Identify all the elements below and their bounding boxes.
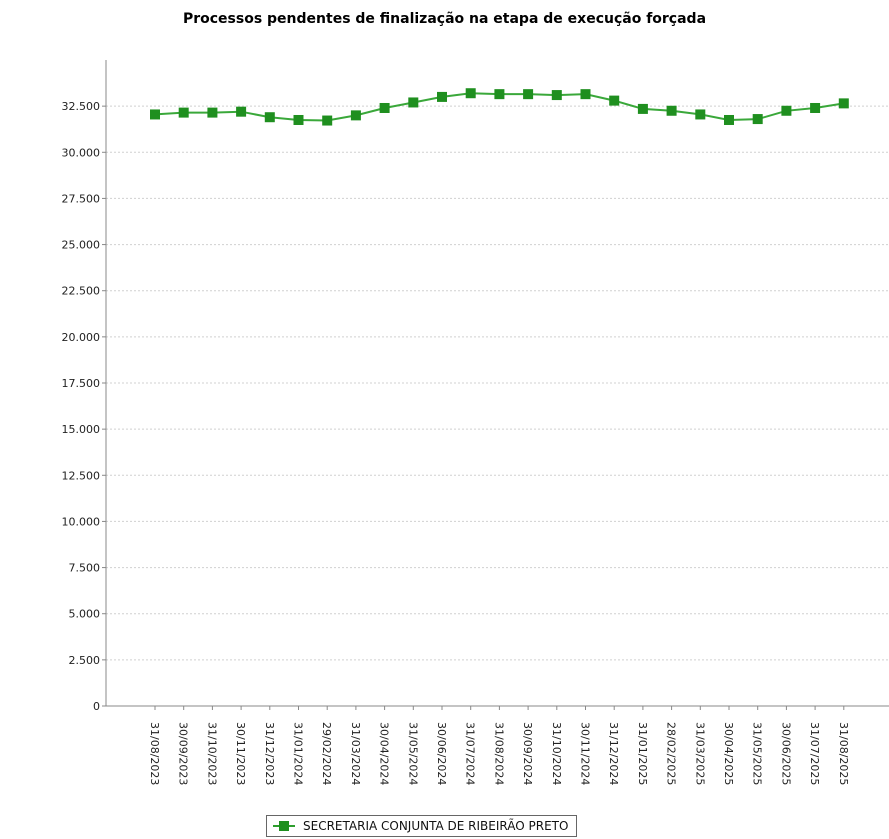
x-tick-label: 31/10/2024	[550, 722, 563, 785]
x-axis-ticks: 31/08/2023 30/09/2023 31/10/2023 30/11/2023…	[148, 706, 850, 785]
series	[150, 88, 849, 126]
data-point-marker	[178, 107, 189, 118]
data-point-marker	[810, 102, 821, 113]
y-tick-label: 25.000	[62, 239, 101, 252]
x-tick-label: 30/09/2024	[521, 722, 534, 785]
x-tick-label: 30/06/2025	[779, 722, 792, 785]
y-tick-label: 22.500	[62, 285, 101, 298]
y-tick-label: 12.500	[62, 469, 101, 482]
y-tick-label: 30.000	[62, 146, 101, 159]
x-tick-label: 29/02/2024	[320, 722, 333, 785]
x-tick-label: 31/03/2024	[349, 722, 362, 785]
data-point-marker	[408, 97, 419, 108]
x-tick-label: 30/11/2024	[579, 722, 592, 785]
data-point-marker	[494, 89, 505, 100]
y-tick-label: 10.000	[62, 515, 101, 528]
x-tick-label: 30/04/2024	[378, 722, 391, 785]
x-tick-label: 31/08/2025	[837, 722, 850, 785]
data-point-marker	[724, 114, 734, 125]
data-point-marker	[465, 88, 476, 99]
data-point-marker	[350, 110, 361, 121]
data-point-marker	[322, 115, 333, 126]
data-point-marker	[695, 109, 706, 120]
data-point-marker	[236, 106, 247, 117]
x-tick-label: 31/03/2025	[693, 722, 706, 785]
y-tick-label: 2.500	[69, 654, 101, 667]
x-tick-label: 30/11/2023	[234, 722, 247, 785]
y-tick-label: 15.000	[62, 423, 101, 436]
x-tick-label: 30/09/2023	[177, 722, 190, 785]
gridlines	[106, 105, 889, 661]
data-point-marker	[523, 89, 534, 100]
data-point-marker	[264, 112, 275, 123]
x-tick-label: 31/10/2023	[205, 722, 218, 785]
data-point-marker	[551, 90, 562, 101]
x-tick-label: 31/07/2025	[808, 722, 821, 785]
x-tick-label: 31/01/2025	[636, 722, 649, 785]
y-tick-label: 5.000	[69, 608, 101, 621]
y-axis-ticks: 0 2.500 5.000 7.500 10.000 12.500 15.000 17.500…	[62, 100, 106, 713]
x-tick-label: 31/05/2025	[751, 722, 764, 785]
legend-series-swatch	[273, 820, 295, 832]
x-tick-label: 31/08/2024	[492, 722, 505, 785]
data-point-marker	[609, 95, 620, 106]
x-tick-label: 28/02/2025	[665, 722, 678, 785]
x-tick-label: 31/12/2023	[263, 722, 276, 785]
y-tick-label: 0	[93, 700, 100, 713]
y-tick-label: 32.500	[62, 100, 101, 113]
y-tick-label: 27.500	[62, 192, 101, 205]
data-point-marker	[580, 89, 591, 100]
y-tick-label: 17.500	[62, 377, 101, 390]
legend: SECRETARIA CONJUNTA DE RIBEIRÃO PRETO	[266, 815, 578, 837]
legend-series-label: SECRETARIA CONJUNTA DE RIBEIRÃO PRETO	[303, 819, 569, 833]
x-tick-label: 31/01/2024	[292, 722, 305, 785]
x-tick-label: 30/06/2024	[435, 722, 448, 785]
x-tick-label: 31/05/2024	[406, 722, 419, 785]
x-tick-label: 30/04/2025	[722, 722, 735, 785]
y-tick-label: 7.500	[69, 562, 101, 575]
data-point-marker	[150, 109, 160, 120]
data-point-marker	[752, 114, 763, 125]
data-point-marker	[666, 105, 677, 116]
data-point-marker	[437, 91, 447, 102]
y-tick-label: 20.000	[62, 331, 101, 344]
chart-title: Processos pendentes de finalização na et…	[182, 11, 707, 27]
x-tick-label: 31/07/2024	[464, 722, 477, 785]
x-tick-label: 31/12/2024	[607, 722, 620, 785]
data-point-marker	[379, 102, 390, 113]
x-tick-label: 31/08/2023	[148, 722, 161, 785]
data-point-marker	[293, 114, 304, 125]
data-point-marker	[838, 98, 849, 109]
data-point-marker	[781, 105, 792, 116]
data-point-marker	[637, 103, 648, 114]
data-point-marker	[207, 107, 218, 118]
